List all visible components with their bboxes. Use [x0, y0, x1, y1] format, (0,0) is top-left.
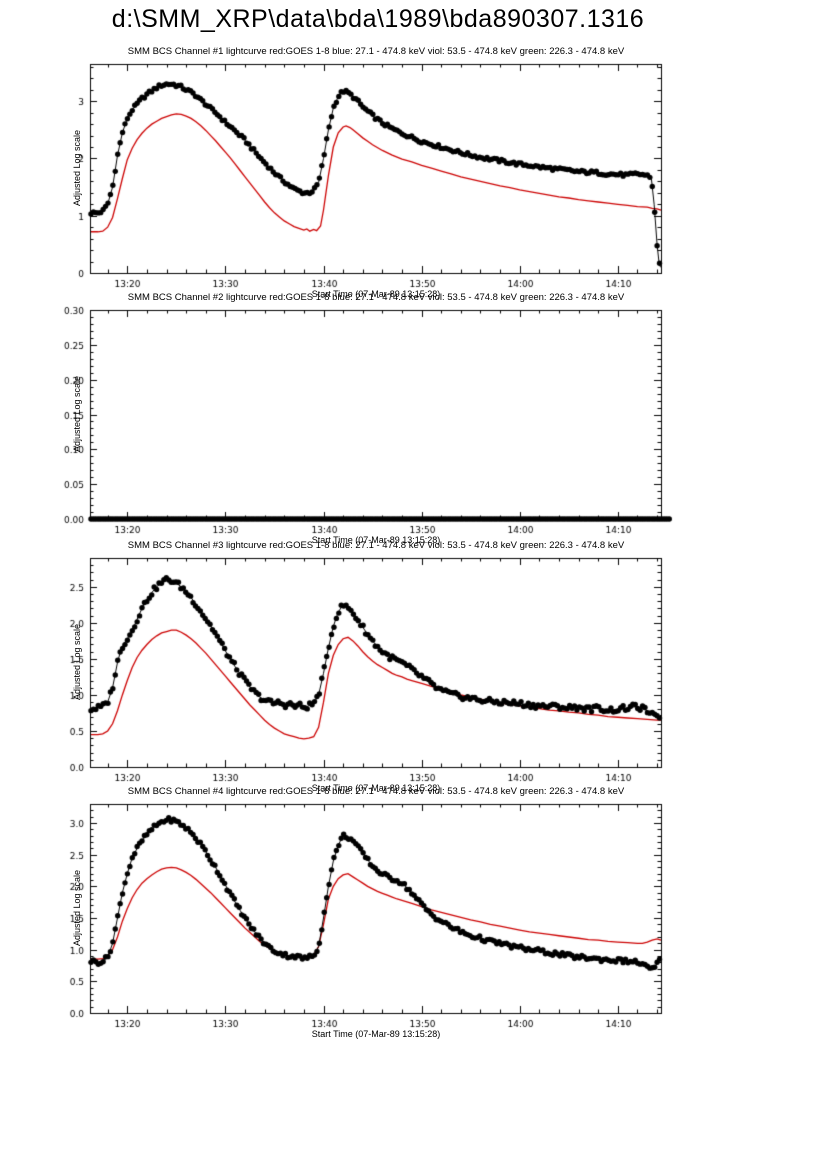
channel-2-lightcurve-plot: [35, 305, 725, 540]
channel-3-panel: SMM BCS Channel #3 lightcurve red:GOES 1…: [0, 540, 826, 802]
channel-1-title: SMM BCS Channel #1 lightcurve red:GOES 1…: [127, 46, 625, 57]
channel-3-title: SMM BCS Channel #3 lightcurve red:GOES 1…: [127, 540, 625, 551]
page-title: d:\SMM_XRP\data\bda\1989\bda890307.1316: [111, 5, 645, 33]
channel-2-title: SMM BCS Channel #2 lightcurve red:GOES 1…: [127, 292, 625, 303]
channel-1-panel: SMM BCS Channel #1 lightcurve red:GOES 1…: [0, 46, 826, 308]
channel-3-xlabel: Start Time (07-Mar-89 13:15:28): [311, 783, 441, 793]
channel-4-xlabel: Start Time (07-Mar-89 13:15:28): [311, 1029, 441, 1039]
channel-2-panel: SMM BCS Channel #2 lightcurve red:GOES 1…: [0, 292, 826, 554]
channel-4-lightcurve-plot: [35, 799, 725, 1034]
channel-2-xlabel: Start Time (07-Mar-89 13:15:28): [311, 535, 441, 545]
channel-4-title: SMM BCS Channel #4 lightcurve red:GOES 1…: [127, 786, 625, 797]
channel-1-lightcurve-plot: [35, 59, 725, 294]
channel-4-panel: SMM BCS Channel #4 lightcurve red:GOES 1…: [0, 786, 826, 1048]
channel-1-xlabel: Start Time (07-Mar-89 13:15:28): [311, 289, 441, 299]
channel-3-lightcurve-plot: [35, 553, 725, 788]
